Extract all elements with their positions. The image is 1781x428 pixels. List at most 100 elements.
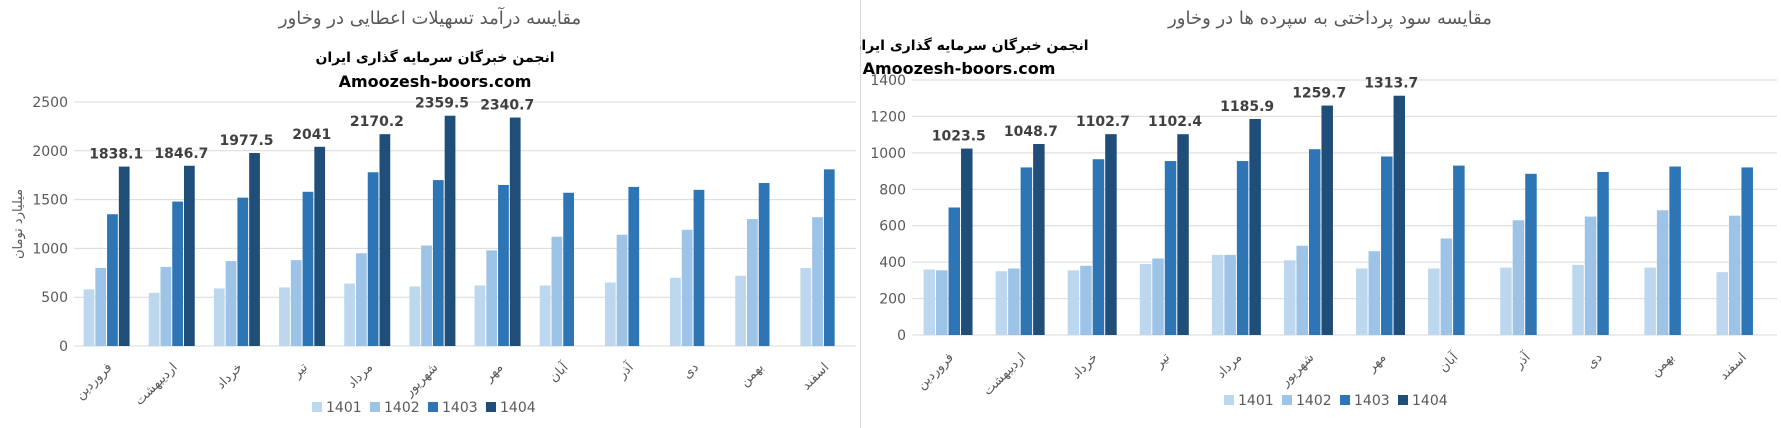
panel-divider bbox=[860, 0, 861, 428]
bar-1404 bbox=[1033, 143, 1045, 335]
data-label: 1313.7 bbox=[1364, 76, 1418, 92]
bar-1402 bbox=[1296, 245, 1308, 335]
data-label: 1838.1 bbox=[89, 147, 143, 163]
watermark-line1: انجمن خبرگان سرمایه گذاری ایران bbox=[315, 49, 554, 66]
y-tick-label: 2000 bbox=[32, 144, 68, 160]
category-label: اردیبهشت bbox=[980, 350, 1028, 398]
bar-1403 bbox=[1308, 149, 1321, 335]
data-label: 2359.5 bbox=[415, 96, 469, 112]
y-tick-label: 1000 bbox=[32, 241, 68, 257]
bar-1402 bbox=[616, 234, 628, 346]
bar-1402 bbox=[1440, 238, 1453, 335]
legend-label-1401: 1401 bbox=[1238, 393, 1274, 409]
bar-1401 bbox=[604, 282, 616, 346]
bar-1401 bbox=[148, 292, 160, 346]
bar-1401 bbox=[1716, 272, 1728, 335]
bar-1401 bbox=[1500, 267, 1512, 335]
y-tick-label: 0 bbox=[897, 328, 906, 344]
legend-label-1403: 1403 bbox=[442, 400, 478, 416]
category-label: آذر bbox=[1510, 348, 1535, 373]
category-label: مرداد bbox=[1214, 350, 1245, 381]
bar-1403 bbox=[1597, 171, 1609, 335]
bar-1401 bbox=[83, 289, 95, 346]
bar-1403 bbox=[563, 192, 574, 346]
data-label: 1977.5 bbox=[220, 133, 274, 149]
loan-income-chart: مقایسه درآمد تسهیلات اعطایی در وخاور انج… bbox=[11, 6, 856, 416]
legend-label-1402: 1402 bbox=[384, 400, 420, 416]
category-label: آبان bbox=[1435, 348, 1463, 376]
category-label: اسفند bbox=[1717, 350, 1750, 383]
bar-1402 bbox=[1512, 220, 1525, 335]
category-label: خرداد bbox=[214, 360, 246, 392]
deposit-interest-chart: مقایسه سود پرداختی به سپرده ها در وخاور … bbox=[860, 8, 1777, 409]
category-label: مرداد bbox=[345, 360, 376, 391]
category-label: فروردین bbox=[73, 360, 116, 403]
legend-swatch-1403 bbox=[428, 402, 438, 412]
data-label: 1185.9 bbox=[1220, 99, 1274, 115]
bar-1402 bbox=[681, 229, 693, 346]
bar-1402 bbox=[812, 217, 823, 346]
bar-1402 bbox=[1368, 251, 1381, 335]
bar-1404 bbox=[1105, 134, 1117, 335]
bar-1404 bbox=[961, 148, 973, 335]
y-tick-label: 1500 bbox=[32, 193, 68, 209]
bar-1401 bbox=[1644, 267, 1656, 335]
data-label: 2170.2 bbox=[350, 114, 404, 130]
bar-1404 bbox=[1321, 105, 1333, 335]
y-tick-label: 0 bbox=[59, 339, 68, 355]
y-tick-label: 200 bbox=[879, 292, 906, 308]
bar-1404 bbox=[1249, 118, 1261, 335]
data-label: 1102.4 bbox=[1148, 114, 1202, 130]
category-label: تیر bbox=[1151, 350, 1173, 372]
bar-1404 bbox=[1177, 134, 1189, 335]
bar-1402 bbox=[486, 250, 498, 346]
legend-swatch-1401 bbox=[1224, 395, 1234, 405]
bar-1401 bbox=[1067, 270, 1080, 335]
bar-1403 bbox=[1020, 167, 1033, 335]
watermark-line2: Amoozesh-boors.com bbox=[339, 72, 532, 91]
bar-1401 bbox=[344, 283, 355, 346]
legend-label-1401: 1401 bbox=[326, 400, 362, 416]
bar-1401 bbox=[1211, 254, 1224, 335]
data-label: 2041 bbox=[292, 127, 331, 143]
bar-1401 bbox=[539, 285, 551, 346]
y-tick-label: 1200 bbox=[870, 109, 906, 125]
data-label: 1259.7 bbox=[1292, 86, 1346, 102]
bar-1403 bbox=[367, 172, 379, 346]
bar-1402 bbox=[421, 245, 432, 346]
bar-1401 bbox=[1428, 268, 1440, 335]
category-label: فروردین bbox=[914, 350, 957, 393]
bar-1403 bbox=[1525, 173, 1537, 335]
bar-1401 bbox=[1356, 268, 1368, 335]
bar-1403 bbox=[237, 197, 249, 346]
bar-1403 bbox=[1236, 161, 1249, 335]
bar-1401 bbox=[474, 285, 486, 346]
y-tick-label: 1400 bbox=[870, 73, 906, 89]
y-tick-label: 400 bbox=[879, 255, 906, 271]
bar-1402 bbox=[551, 236, 563, 346]
y-tick-label: 800 bbox=[879, 182, 906, 198]
bar-1404 bbox=[379, 134, 391, 346]
bar-1401 bbox=[800, 267, 812, 346]
bar-1404 bbox=[249, 152, 260, 346]
bar-1401 bbox=[995, 271, 1008, 335]
bar-1403 bbox=[693, 189, 705, 346]
bar-1401 bbox=[409, 286, 421, 346]
bar-1401 bbox=[923, 269, 936, 335]
legend-swatch-1401 bbox=[312, 402, 322, 412]
bar-1402 bbox=[1584, 216, 1597, 335]
bar-1404 bbox=[444, 115, 456, 346]
bar-1403 bbox=[758, 183, 770, 346]
bar-1401 bbox=[1572, 264, 1584, 335]
legend-swatch-1403 bbox=[1340, 395, 1350, 405]
bar-1401 bbox=[279, 287, 290, 346]
bar-1403 bbox=[302, 191, 314, 346]
category-label: مهر bbox=[1364, 350, 1390, 376]
y-tick-label: 600 bbox=[879, 219, 906, 235]
category-label: آذر bbox=[613, 358, 638, 383]
legend-swatch-1402 bbox=[1282, 395, 1292, 405]
category-label: خرداد bbox=[1069, 350, 1101, 382]
legend-label-1404: 1404 bbox=[1412, 393, 1448, 409]
watermark-line1: انجمن خبرگان سرمایه گذاری ایران bbox=[860, 37, 1089, 54]
watermark-line2: Amoozesh-boors.com bbox=[863, 59, 1056, 78]
